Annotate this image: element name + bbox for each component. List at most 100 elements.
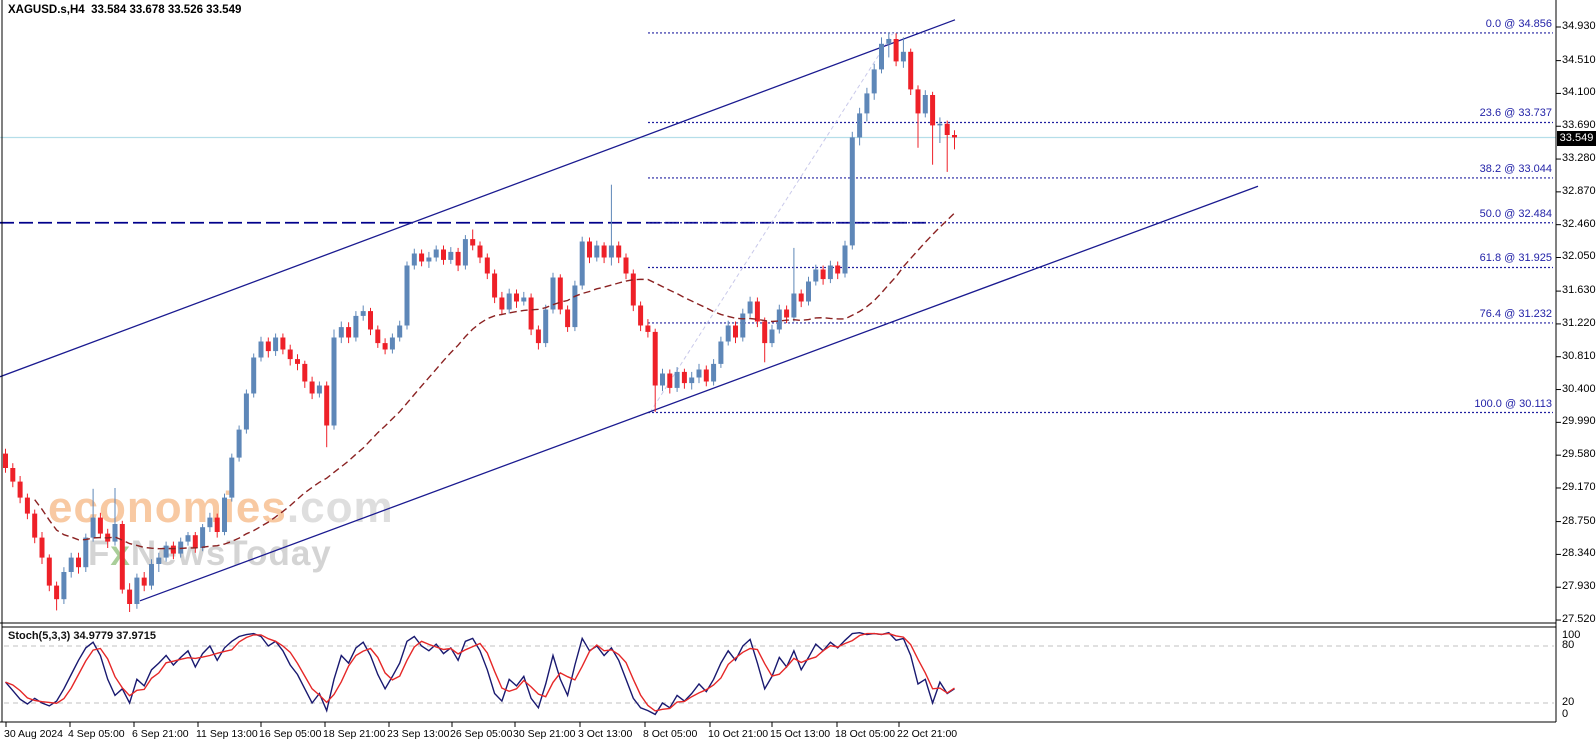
stochastic-indicator-label: Stoch(5,3,3) 34.9779 37.9715 — [8, 630, 156, 642]
candle-body — [411, 253, 417, 266]
candle-body — [178, 541, 184, 554]
candle-body — [827, 265, 833, 280]
candle-body — [273, 337, 279, 352]
candle-body — [24, 497, 30, 514]
candle-body — [638, 305, 644, 326]
candle-body — [68, 557, 74, 572]
candle-body — [930, 95, 936, 126]
candle-body — [915, 89, 921, 114]
candle-body — [776, 309, 782, 330]
chart-title: XAGUSD.s,H4 33.584 33.678 33.526 33.549 — [8, 4, 242, 16]
candle-body — [295, 359, 300, 364]
candle-body — [170, 545, 176, 554]
candle-body — [864, 93, 870, 114]
candle-body — [448, 251, 454, 260]
candle-body — [127, 589, 133, 604]
candle-body — [83, 537, 89, 568]
candle-body — [3, 453, 8, 468]
candle-body — [630, 273, 636, 306]
candle-body — [119, 524, 125, 590]
candle-body — [660, 373, 665, 386]
candle-body — [543, 309, 549, 344]
candle-body — [309, 381, 315, 394]
candle-body — [681, 371, 687, 384]
current-price-tag: 33.549 — [1557, 131, 1596, 146]
candle-body — [579, 241, 585, 286]
candle-body — [674, 371, 680, 388]
candle-body — [849, 137, 855, 246]
candle-body — [324, 385, 330, 426]
candle-body — [46, 557, 52, 586]
candlestick-series — [3, 32, 957, 612]
candle-body — [871, 69, 877, 94]
candle-body — [236, 429, 242, 458]
candle-body — [54, 585, 60, 600]
watermark-tagline-f: F — [88, 534, 111, 573]
candle-body — [922, 95, 928, 114]
candle-body — [441, 249, 446, 260]
candle-body — [76, 557, 81, 568]
moving-average-line[interactable] — [34, 212, 955, 550]
candle-body — [207, 517, 213, 528]
candle-body — [287, 349, 293, 360]
candle-body — [528, 297, 534, 330]
candle-body — [389, 337, 395, 350]
fib-baseline[interactable] — [649, 32, 894, 413]
candle-body — [784, 309, 790, 318]
candle-body — [908, 51, 914, 90]
candle-body — [141, 577, 147, 586]
candle-body — [893, 39, 899, 62]
candle-body — [338, 327, 344, 338]
candle-body — [346, 327, 352, 338]
candle-body — [506, 293, 512, 310]
candle-body — [214, 517, 220, 532]
candle-body — [404, 265, 410, 326]
candle-body — [97, 517, 103, 534]
candle-body — [594, 245, 600, 258]
candle-body — [689, 377, 695, 384]
candle-body — [149, 564, 154, 586]
candle-body — [587, 241, 592, 258]
candle-body — [733, 325, 738, 338]
candle-body — [623, 257, 629, 274]
candle-body — [360, 311, 366, 316]
candle-body — [886, 39, 892, 44]
lower-channel-line[interactable] — [139, 185, 1259, 602]
candle-body — [550, 277, 556, 310]
candle-body — [134, 577, 140, 604]
upper-channel-line[interactable] — [0, 19, 956, 378]
candle-body — [944, 123, 950, 135]
candle-body — [112, 524, 118, 542]
candle-body — [499, 297, 505, 310]
candle-body — [616, 245, 622, 258]
candle-body — [156, 557, 162, 564]
candle-body — [90, 517, 96, 538]
watermark-brand: economies.com — [48, 486, 394, 530]
candle-body — [769, 329, 775, 344]
candle-body — [251, 357, 257, 394]
candle-body — [455, 251, 461, 266]
candle-body — [645, 325, 651, 332]
candle-body — [740, 313, 746, 338]
candle-body — [696, 369, 702, 378]
candle-body — [368, 311, 373, 330]
candle-body — [652, 331, 658, 386]
candle-body — [61, 572, 67, 600]
candle-body — [470, 239, 476, 246]
candle-body — [382, 343, 388, 350]
candle-body — [835, 265, 841, 274]
candle-body — [32, 513, 38, 538]
candle-body — [243, 393, 249, 430]
candle-body — [397, 325, 403, 338]
candle-body — [514, 293, 519, 302]
candle-body — [316, 385, 322, 394]
candle-body — [900, 51, 906, 62]
candle-body — [937, 123, 943, 126]
candle-body — [718, 341, 724, 364]
candle-body — [353, 315, 359, 338]
candle-body — [703, 369, 709, 382]
candle-body — [857, 113, 863, 138]
candle-body — [331, 337, 337, 426]
